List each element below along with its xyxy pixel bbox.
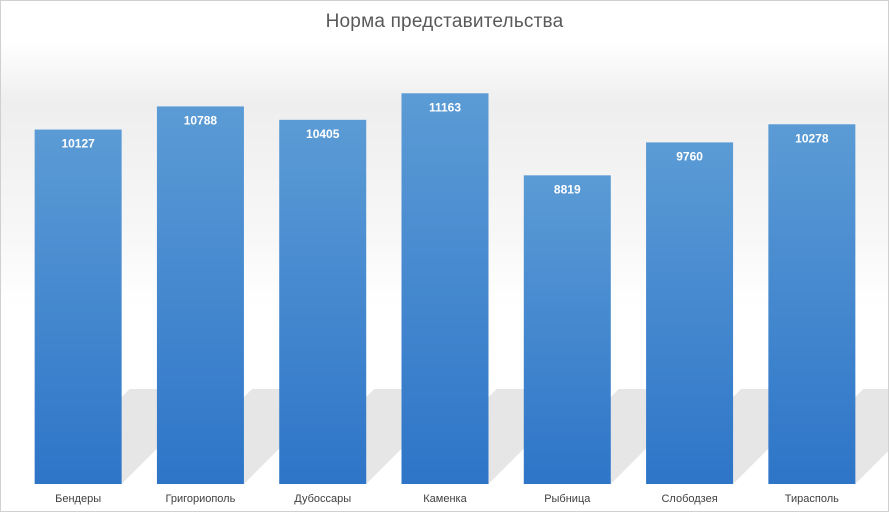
data-label: 10788 xyxy=(184,113,218,127)
bar-Григориополь xyxy=(156,106,244,485)
category-axis: Бендеры Григориополь Дубоссары Каменка Рыбни… xyxy=(55,493,839,505)
category-label: Слободзея xyxy=(661,493,717,505)
data-label: 9760 xyxy=(676,149,703,163)
category-label: Бендеры xyxy=(55,493,101,505)
bar-Каменка xyxy=(401,93,489,485)
data-label: 10127 xyxy=(61,137,95,151)
bar-Слободзея xyxy=(646,142,734,484)
category-label: Каменка xyxy=(423,493,467,505)
data-label: 10405 xyxy=(306,127,340,141)
bar-Тирасполь xyxy=(768,124,856,485)
data-label: 10278 xyxy=(795,131,829,145)
category-label: Рыбница xyxy=(544,493,591,505)
category-label: Григориополь xyxy=(165,493,235,505)
bar-Рыбница xyxy=(523,175,611,484)
bars xyxy=(34,93,856,485)
bar-Дубоссары xyxy=(279,119,367,484)
category-label: Дубоссары xyxy=(294,493,351,505)
data-label: 8819 xyxy=(554,182,581,196)
chart-title: Норма представительства xyxy=(325,11,564,32)
bar-Бендеры xyxy=(34,129,122,484)
data-label: 11163 xyxy=(429,100,461,114)
category-label: Тирасполь xyxy=(785,493,839,505)
data-labels: 10127 10788 10405 11163 8819 9760 10278 xyxy=(61,100,828,196)
